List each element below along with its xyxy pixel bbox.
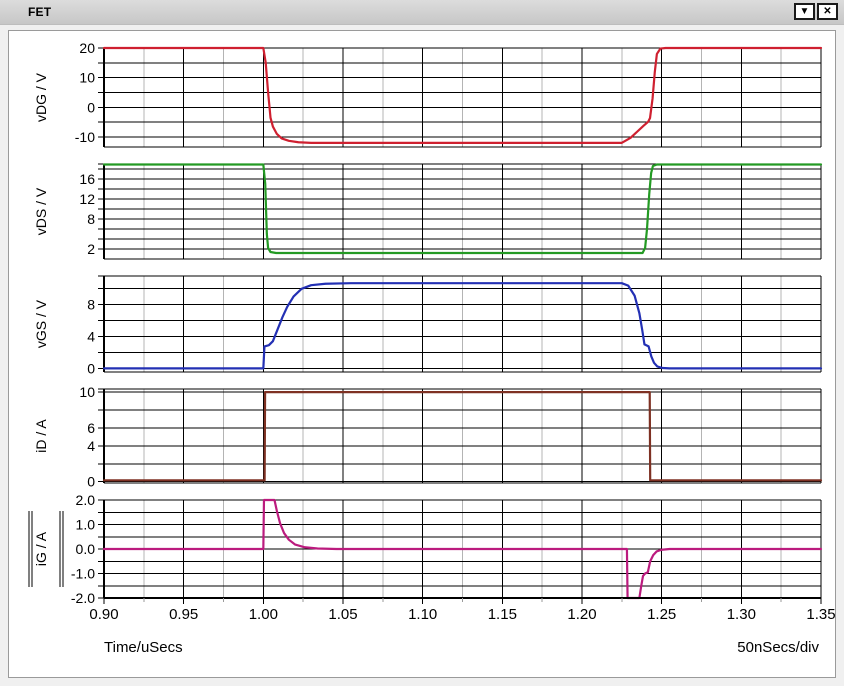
y-tick-label: 16 xyxy=(79,171,95,187)
y-axis-label-vGS: vGS / V xyxy=(33,299,49,348)
y-tick-label: 10 xyxy=(79,70,95,86)
y-tick-label: 4 xyxy=(87,328,95,344)
x-tick-label: 1.05 xyxy=(328,606,357,623)
dropdown-menu-button[interactable]: ▼ xyxy=(794,3,815,20)
x-tick-label: 1.25 xyxy=(647,606,676,623)
trace-iG[interactable] xyxy=(102,498,823,600)
title-bar-buttons: ▼ ✕ xyxy=(794,3,838,20)
waveform-plot-panel: 20 10 0 -10 vDG / V 16 12 8 2 vDS / V 8 4 0 vGS / V 10… xyxy=(8,30,836,678)
y-tick-label: 8 xyxy=(87,296,95,312)
x-tick-label: 1.15 xyxy=(488,606,517,623)
y-tick-label: 8 xyxy=(87,211,95,227)
x-tick-label: 1.20 xyxy=(567,606,596,623)
y-tick-label: 0.0 xyxy=(76,541,96,557)
y-tick-label: 2 xyxy=(87,241,95,257)
x-axis-title: Time/uSecs xyxy=(104,639,183,656)
trace-vDG[interactable] xyxy=(102,46,823,144)
close-icon: ✕ xyxy=(823,5,832,17)
waveform-chart: 20 10 0 -10 vDG / V 16 12 8 2 vDS / V 8 4 0 vGS / V 10… xyxy=(28,40,836,623)
y-tick-label: 12 xyxy=(79,191,95,207)
y-tick-label: 4 xyxy=(87,438,95,454)
x-tick-label: 1.00 xyxy=(249,606,278,623)
y-tick-label: 20 xyxy=(79,40,95,56)
y-tick-label: 2.0 xyxy=(76,492,96,508)
x-tick-label: 1.10 xyxy=(408,606,437,623)
y-tick-label: -10 xyxy=(75,129,95,145)
title-bar: FET ▼ ✕ xyxy=(0,0,844,25)
y-tick-label: 0 xyxy=(87,360,95,376)
y-axis-label-vDS: vDS / V xyxy=(33,187,49,235)
y-tick-label: -1.0 xyxy=(71,566,95,582)
chevron-down-icon: ▼ xyxy=(799,5,810,17)
x-tick-label: 1.30 xyxy=(727,606,756,623)
x-tick-label: 0.90 xyxy=(89,606,118,623)
y-axis-label-vDG: vDG / V xyxy=(33,72,49,122)
x-scale-per-div: 50nSecs/div xyxy=(737,639,819,656)
trace-iD[interactable] xyxy=(102,391,823,482)
y-tick-label: 10 xyxy=(79,384,95,400)
trace-vGS[interactable] xyxy=(102,282,823,370)
close-button[interactable]: ✕ xyxy=(817,3,838,20)
y-tick-label: 1.0 xyxy=(76,517,96,533)
trace-vDS[interactable] xyxy=(102,163,823,255)
x-tick-label: 1.35 xyxy=(806,606,835,623)
x-tick-label: 0.95 xyxy=(169,606,198,623)
y-tick-label: 0 xyxy=(87,99,95,115)
window-title: FET xyxy=(28,5,52,19)
y-axis-label-iD: iD / A xyxy=(33,419,49,453)
y-tick-label: 6 xyxy=(87,420,95,436)
y-tick-label: 0 xyxy=(87,474,95,490)
y-tick-label: -2.0 xyxy=(71,590,95,606)
y-axis-label-iG: iG / A xyxy=(33,531,49,566)
